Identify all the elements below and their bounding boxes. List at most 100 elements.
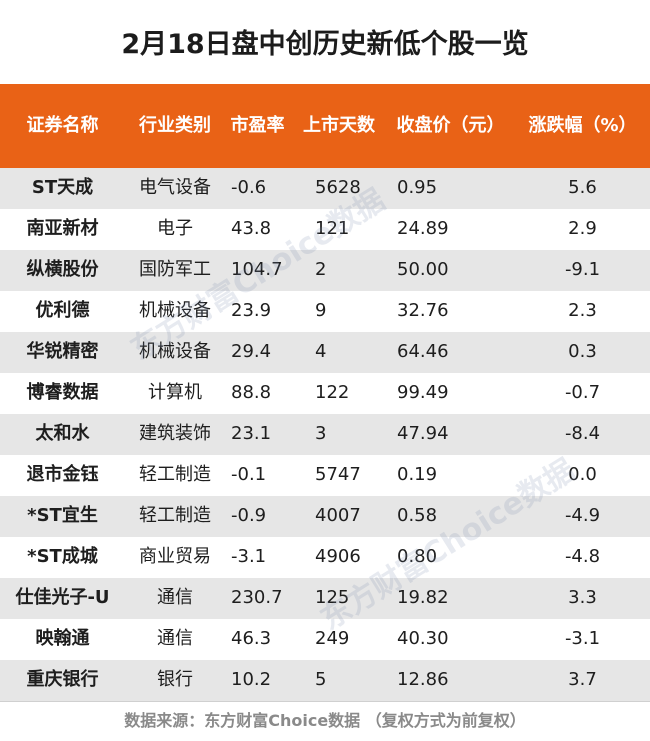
change-pct-cell: 5.6	[568, 177, 597, 198]
days-listed-cell: 5747	[315, 464, 361, 485]
close-price-cell: 12.86	[397, 669, 449, 690]
change-pct-cell: -4.8	[564, 546, 601, 567]
table-header: 证券名称 行业类别 市盈率 上市天数 收盘价（元） 涨跌幅（%）	[0, 84, 650, 168]
table-row: 映翰通 通信 46.3 249 40.30 -3.1	[0, 619, 650, 660]
days-listed-cell: 5	[315, 669, 327, 690]
days-listed-cell: 3	[315, 423, 327, 444]
industry-cell: 电子	[157, 218, 193, 239]
table-row: *ST成城 商业贸易 -3.1 4906 0.80 -4.8	[0, 537, 650, 578]
header-industry: 行业类别	[139, 115, 211, 136]
change-pct-cell: 3.3	[568, 587, 597, 608]
stock-name-cell: 南亚新材	[26, 218, 99, 239]
header-pe: 市盈率	[230, 115, 285, 136]
days-listed-cell: 9	[315, 300, 327, 321]
days-listed-cell: 249	[315, 628, 350, 649]
days-listed-cell: 122	[315, 382, 350, 403]
industry-cell: 机械设备	[139, 341, 211, 362]
industry-cell: 电气设备	[139, 177, 211, 198]
stock-name-cell: 博睿数据	[26, 382, 99, 403]
stock-name-cell: 优利德	[35, 300, 90, 321]
close-price-cell: 64.46	[397, 341, 449, 362]
close-price-cell: 0.19	[397, 464, 438, 485]
stock-name-cell: 华锐精密	[26, 341, 99, 362]
stock-name-cell: 仕佳光子-U	[15, 587, 110, 608]
stock-name-cell: 退市金钰	[26, 464, 99, 485]
industry-cell: 商业贸易	[139, 546, 211, 567]
table-row: 博睿数据 计算机 88.8 122 99.49 -0.7	[0, 373, 650, 414]
pe-ratio-cell: 43.8	[231, 218, 272, 239]
pe-ratio-cell: 88.8	[231, 382, 272, 403]
close-price-cell: 0.58	[397, 505, 438, 526]
stock-name-cell: 纵横股份	[26, 259, 99, 280]
close-price-cell: 24.89	[397, 218, 449, 239]
industry-cell: 轻工制造	[139, 505, 211, 526]
pe-ratio-cell: 46.3	[231, 628, 272, 649]
pe-ratio-cell: -0.9	[231, 505, 267, 526]
industry-cell: 国防军工	[139, 259, 211, 280]
header-name: 证券名称	[26, 115, 99, 136]
stock-name-cell: 太和水	[35, 423, 90, 444]
industry-cell: 通信	[157, 587, 193, 608]
pe-ratio-cell: 29.4	[231, 341, 272, 362]
industry-cell: 建筑装饰	[139, 423, 211, 444]
close-price-cell: 99.49	[397, 382, 449, 403]
table-row: 南亚新材 电子 43.8 121 24.89 2.9	[0, 209, 650, 250]
data-source-note: 数据来源：东方财富Choice数据 （复权方式为前复权）	[124, 711, 526, 730]
pe-ratio-cell: 230.7	[231, 587, 283, 608]
industry-cell: 计算机	[148, 382, 202, 403]
change-pct-cell: 0.3	[568, 341, 597, 362]
change-pct-cell: -9.1	[564, 259, 601, 280]
table-row: 仕佳光子-U 通信 230.7 125 19.82 3.3	[0, 578, 650, 619]
close-price-cell: 50.00	[397, 259, 449, 280]
header-days-listed: 上市天数	[303, 115, 375, 136]
table-row: *ST宜生 轻工制造 -0.9 4007 0.58 -4.9	[0, 496, 650, 537]
footer-divider	[0, 701, 650, 702]
header-change-pct: 涨跌幅（%）	[528, 115, 637, 136]
stock-name-cell: *ST宜生	[27, 505, 98, 526]
close-price-cell: 40.30	[397, 628, 449, 649]
industry-cell: 机械设备	[139, 300, 211, 321]
industry-cell: 通信	[157, 628, 193, 649]
stock-name-cell: *ST成城	[27, 546, 98, 567]
table-row: 退市金钰 轻工制造 -0.1 5747 0.19 0.0	[0, 455, 650, 496]
stock-name-cell: 重庆银行	[26, 669, 99, 690]
header-close-price: 收盘价（元）	[396, 115, 505, 136]
stock-name-cell: ST天成	[31, 177, 94, 198]
change-pct-cell: 3.7	[568, 669, 597, 690]
page-title: 2月18日盘中创历史新低个股一览	[121, 29, 529, 60]
close-price-cell: 19.82	[397, 587, 449, 608]
days-listed-cell: 2	[315, 259, 327, 280]
change-pct-cell: -3.1	[564, 628, 601, 649]
days-listed-cell: 5628	[315, 177, 361, 198]
days-listed-cell: 4	[315, 341, 327, 362]
days-listed-cell: 121	[315, 218, 350, 239]
table-row: ST天成 电气设备 -0.6 5628 0.95 5.6	[0, 168, 650, 209]
close-price-cell: 32.76	[397, 300, 449, 321]
change-pct-cell: -0.7	[564, 382, 601, 403]
close-price-cell: 0.80	[397, 546, 438, 567]
pe-ratio-cell: 23.1	[231, 423, 272, 444]
table-row: 优利德 机械设备 23.9 9 32.76 2.3	[0, 291, 650, 332]
days-listed-cell: 125	[315, 587, 350, 608]
pe-ratio-cell: 23.9	[231, 300, 272, 321]
pe-ratio-cell: -3.1	[231, 546, 267, 567]
industry-cell: 轻工制造	[139, 464, 211, 485]
table-row: 华锐精密 机械设备 29.4 4 64.46 0.3	[0, 332, 650, 373]
pe-ratio-cell: -0.6	[231, 177, 267, 198]
pe-ratio-cell: -0.1	[231, 464, 267, 485]
stock-name-cell: 映翰通	[35, 628, 90, 649]
table-row: 重庆银行 银行 10.2 5 12.86 3.7	[0, 660, 650, 701]
pe-ratio-cell: 104.7	[231, 259, 283, 280]
close-price-cell: 0.95	[397, 177, 438, 198]
industry-cell: 银行	[157, 669, 193, 690]
change-pct-cell: 2.3	[568, 300, 597, 321]
days-listed-cell: 4906	[315, 546, 361, 567]
days-listed-cell: 4007	[315, 505, 361, 526]
table-body: ST天成 电气设备 -0.6 5628 0.95 5.6 南亚新材 电子 43.8 121 24.8…	[0, 168, 650, 701]
table-row: 纵横股份 国防军工 104.7 2 50.00 -9.1	[0, 250, 650, 291]
change-pct-cell: -4.9	[564, 505, 601, 526]
change-pct-cell: 2.9	[568, 218, 597, 239]
change-pct-cell: 0.0	[568, 464, 597, 485]
table-row: 太和水 建筑装饰 23.1 3 47.94 -8.4	[0, 414, 650, 455]
